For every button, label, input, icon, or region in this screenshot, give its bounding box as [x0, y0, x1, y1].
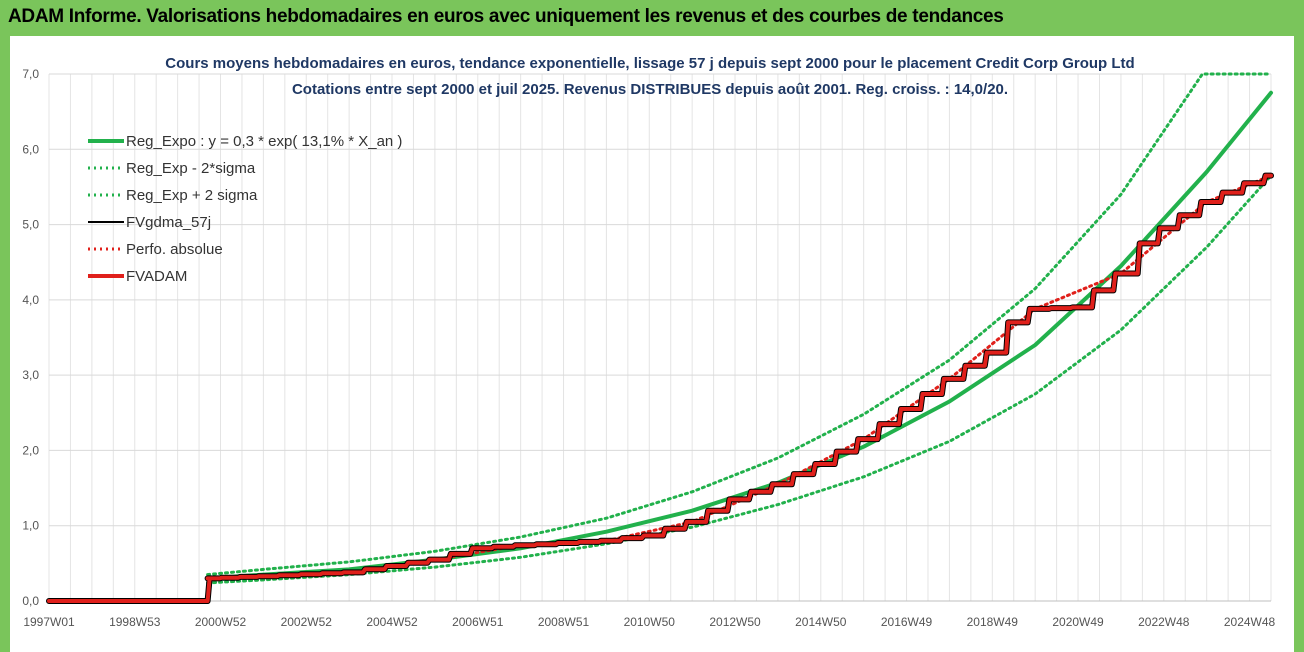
x-tick-label: 2010W50 [624, 615, 676, 629]
series-line-fvadam [47, 173, 1273, 603]
y-tick-label: 4,0 [22, 293, 39, 307]
x-axis-ticks: 1997W01 1998W53 2000W52 2002W52 2004W52 2006W… [23, 615, 1275, 629]
legend-label: FVgdma_57j [126, 214, 211, 231]
y-axis-ticks: 0,0 1,0 2,0 3,0 4,0 5,0 6,0 7,0 [22, 67, 39, 608]
x-tick-label: 1997W01 [23, 615, 75, 629]
legend-label: FVADAM [126, 268, 187, 285]
legend-label: Reg_Expo : y = 0,3 * exp( 13,1% * X_an ) [126, 133, 402, 150]
y-tick-label: 5,0 [22, 218, 39, 232]
x-tick-label: 2004W52 [366, 615, 418, 629]
legend: Reg_Expo : y = 0,3 * exp( 13,1% * X_an )… [88, 133, 402, 285]
chart-title-line-1: Cours moyens hebdomadaires en euros, ten… [165, 55, 1134, 72]
chart-area: 0,0 1,0 2,0 3,0 4,0 5,0 6,0 7,0 1997W01 1998W53 2… [10, 36, 1294, 652]
legend-label: Reg_Exp + 2 sigma [126, 187, 258, 204]
series-line-reg-exp-2-sigma [206, 174, 1273, 585]
y-tick-label: 0,0 [22, 594, 39, 608]
grid-lines [48, 73, 1272, 602]
series-layer [46, 72, 1274, 604]
chart-canvas: 0,0 1,0 2,0 3,0 4,0 5,0 6,0 7,0 1997W01 1998W53 2… [22, 55, 1275, 629]
frame-right-border [1294, 36, 1304, 652]
legend-label: Perfo. absolue [126, 241, 223, 258]
chart-title-line-2: Cotations entre sept 2000 et juil 2025. … [292, 81, 1008, 98]
x-tick-label: 2018W49 [967, 615, 1019, 629]
x-tick-label: 2002W52 [281, 615, 333, 629]
frame-left-border [0, 36, 10, 652]
x-tick-label: 2014W50 [795, 615, 847, 629]
x-tick-label: 2024W48 [1224, 615, 1276, 629]
y-tick-label: 6,0 [22, 142, 39, 156]
series-line-reg-exp-2-sigma [206, 72, 1273, 577]
x-tick-label: 1998W53 [109, 615, 161, 629]
x-tick-label: 2008W51 [538, 615, 590, 629]
series-line-perfo-absolue [206, 174, 1273, 580]
y-tick-label: 2,0 [22, 443, 39, 457]
x-tick-label: 2022W48 [1138, 615, 1190, 629]
y-tick-label: 1,0 [22, 519, 39, 533]
x-tick-label: 2016W49 [881, 615, 933, 629]
x-tick-label: 2000W52 [195, 615, 247, 629]
title-bar: ADAM Informe. Valorisations hebdomadaire… [0, 0, 1304, 36]
x-tick-label: 2006W51 [452, 615, 504, 629]
x-tick-label: 2012W50 [709, 615, 761, 629]
y-tick-label: 3,0 [22, 368, 39, 382]
y-tick-label: 7,0 [22, 67, 39, 81]
x-tick-label: 2020W49 [1052, 615, 1104, 629]
page-title: ADAM Informe. Valorisations hebdomadaire… [8, 6, 1004, 27]
legend-label: Reg_Exp - 2*sigma [126, 160, 256, 177]
